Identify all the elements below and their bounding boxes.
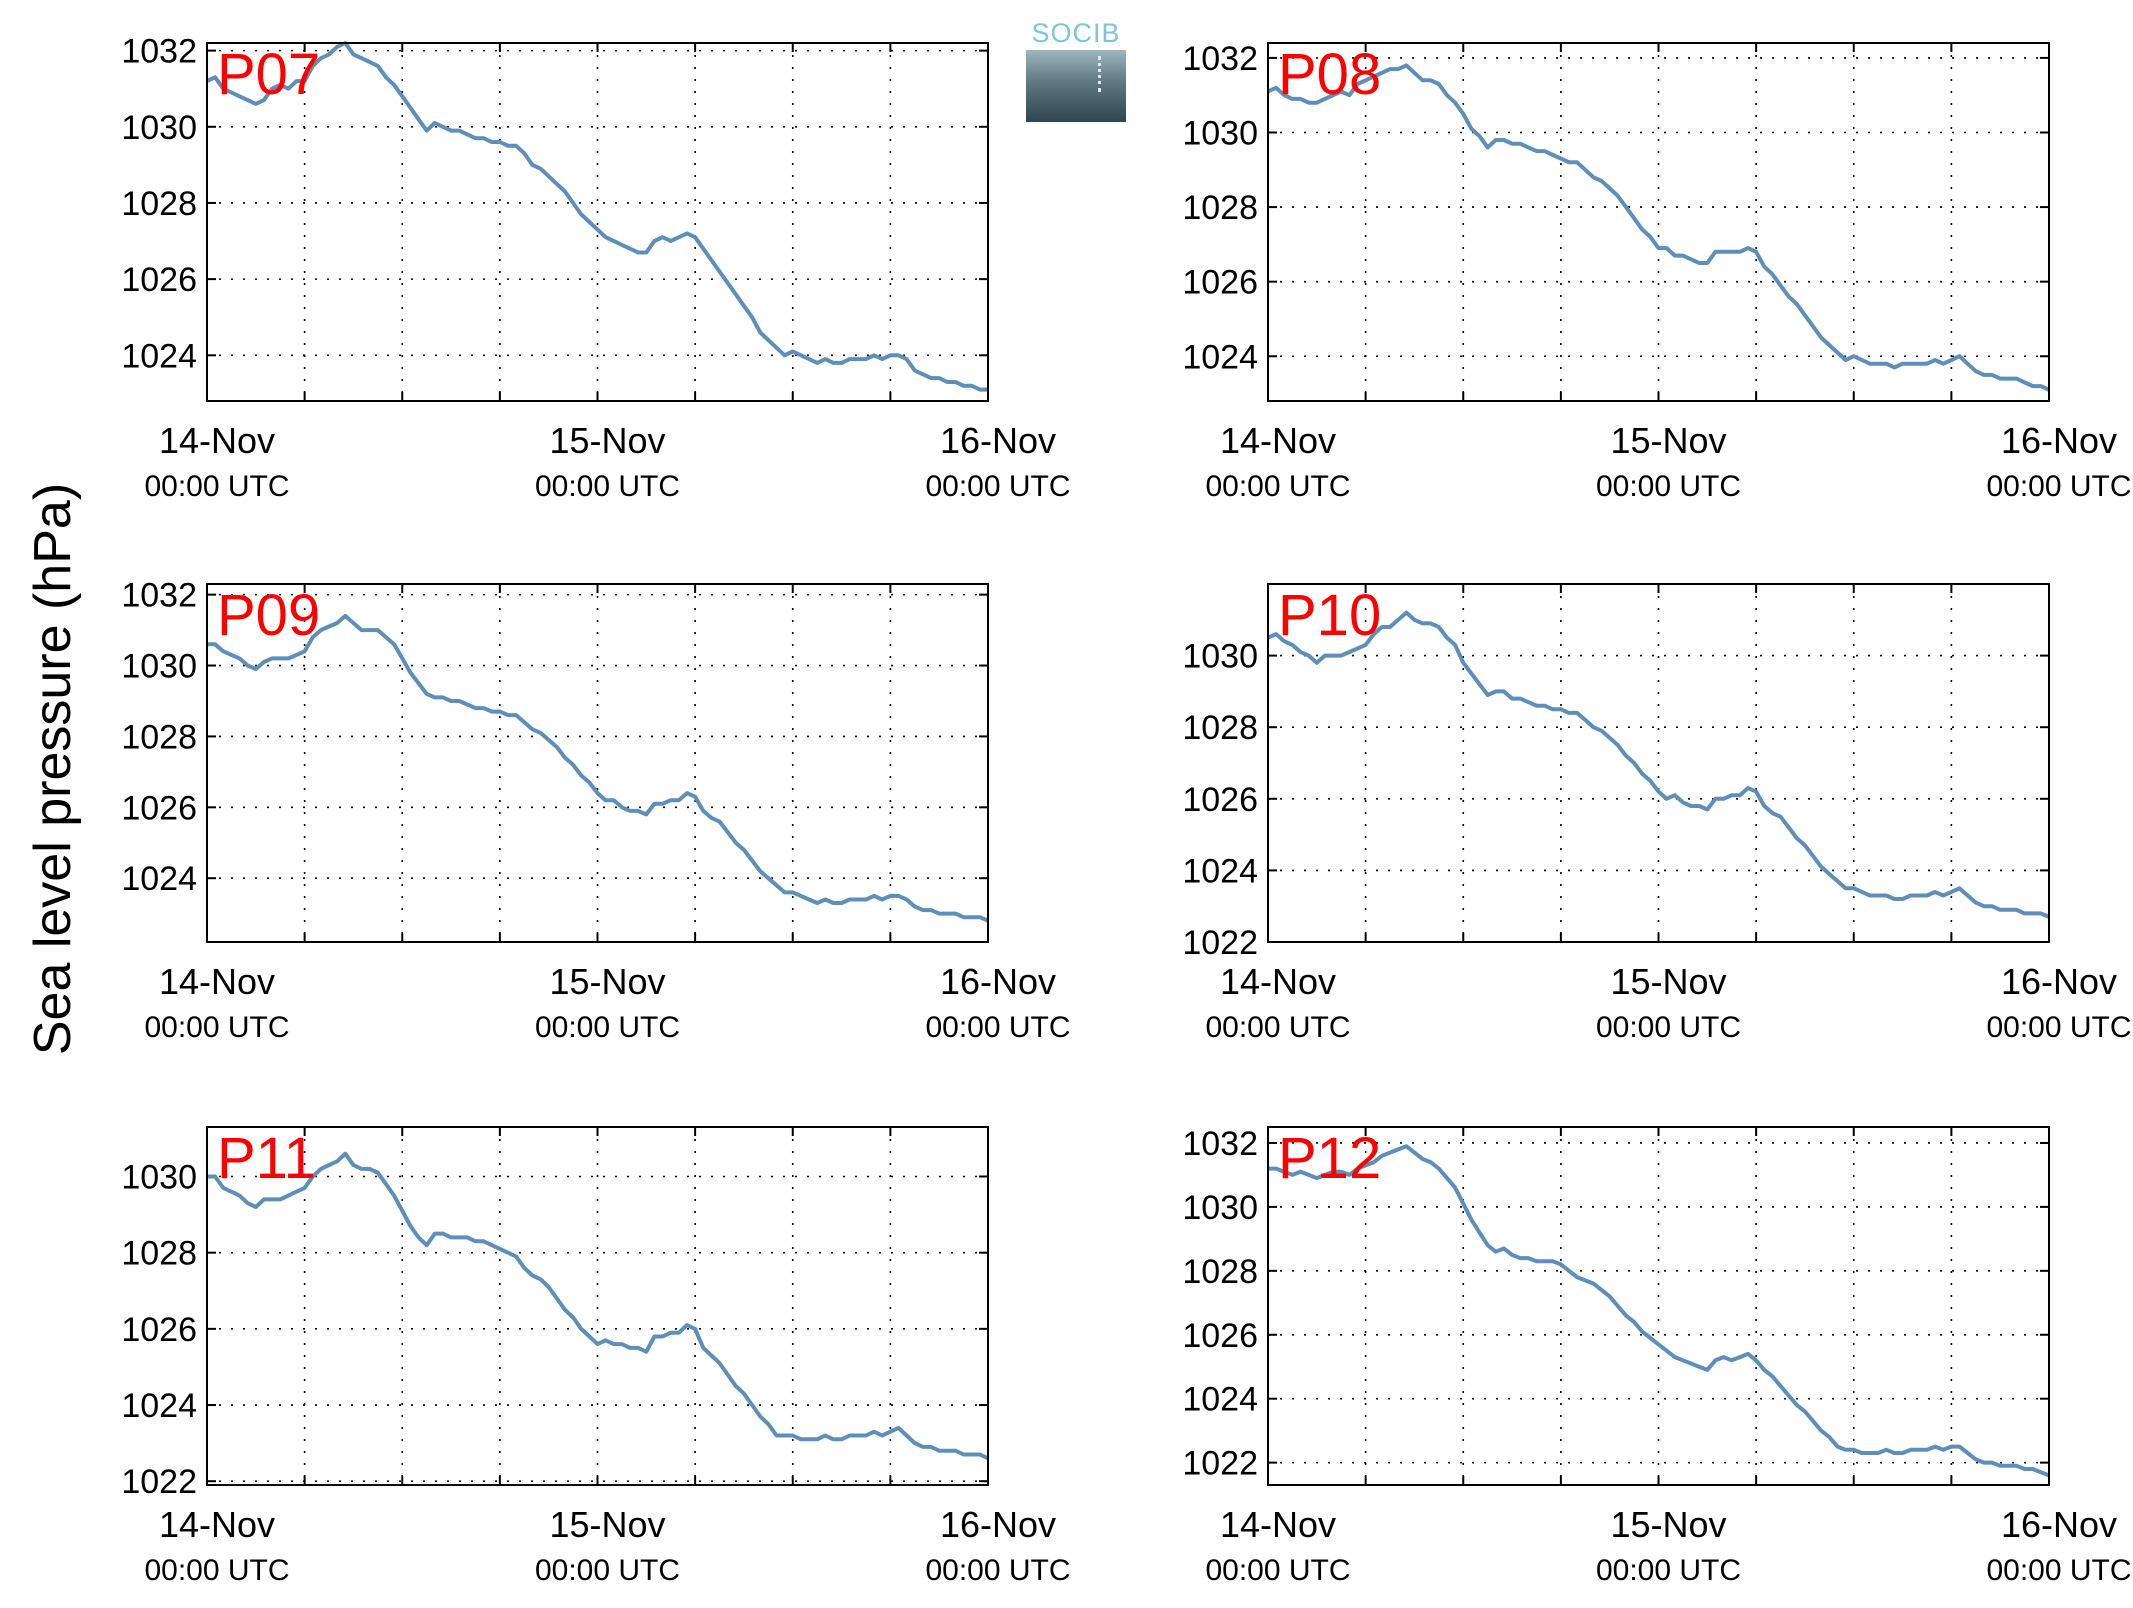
- y-tick-label: 1024: [121, 1387, 197, 1425]
- x-tick-label-time: 00:00 UTC: [925, 1011, 1070, 1044]
- socib-logo-graphic: [1026, 50, 1126, 122]
- y-tick-label: 1026: [121, 261, 197, 299]
- y-tick-label: 1024: [1182, 1381, 1258, 1419]
- y-tick-label: 1024: [1182, 852, 1258, 890]
- y-tick-label: 1022: [1182, 1445, 1258, 1483]
- y-tick-label: 1028: [121, 185, 197, 223]
- panel-p11: 1022 1024 1026 1028 1030 14-Nov 00:00 UTC 15-No…: [121, 1126, 1071, 1587]
- series-line-p10: [1267, 610, 2050, 919]
- y-tick-label: 1028: [121, 1235, 197, 1273]
- x-tick-label-time: 00:00 UTC: [144, 470, 289, 503]
- y-tick-label: 1032: [121, 33, 197, 71]
- x-tick-label-time: 00:00 UTC: [144, 1554, 289, 1587]
- x-tick-label-time: 00:00 UTC: [1986, 1554, 2131, 1587]
- y-tick-label: 1026: [1182, 1317, 1258, 1355]
- y-tick-label: 1026: [121, 1311, 197, 1349]
- x-tick-label-date: 14-Nov: [159, 420, 275, 461]
- panel-p08: 1024 1026 1028 1030 1032 14-Nov 00:00 UTC 15-No…: [1182, 40, 2131, 503]
- x-tick-label-time: 00:00 UTC: [1596, 1011, 1741, 1044]
- x-tick-label-date: 14-Nov: [159, 1504, 275, 1545]
- y-tick-label: 1022: [121, 1463, 197, 1501]
- panel-p07: 1024 1026 1028 1030 1032 14-Nov 00:00 UTC 15-No…: [121, 33, 1070, 503]
- series-line-p09: [207, 613, 989, 923]
- x-tick-label-date: 16-Nov: [940, 1504, 1056, 1545]
- socib-logo: SOCIB: [1026, 18, 1126, 122]
- x-tick-label-date: 14-Nov: [1220, 420, 1336, 461]
- y-tick-label: 1032: [1182, 1125, 1258, 1163]
- x-tick-label-date: 16-Nov: [2001, 420, 2117, 461]
- x-tick-label-date: 16-Nov: [940, 420, 1056, 461]
- y-tick-label: 1030: [121, 1159, 197, 1197]
- axes-frame: [1267, 42, 2050, 402]
- axes-frame: [206, 583, 989, 943]
- x-tick-label-time: 00:00 UTC: [535, 1011, 680, 1044]
- axes-frame: [206, 42, 989, 402]
- x-tick-label-date: 15-Nov: [1610, 1504, 1726, 1545]
- series-line-p11: [207, 1151, 989, 1461]
- x-tick-label-date: 14-Nov: [1220, 1504, 1336, 1545]
- x-tick-label-time: 00:00 UTC: [925, 470, 1070, 503]
- y-tick-label: 1030: [121, 109, 197, 147]
- panel-label: P08: [1278, 42, 1381, 107]
- y-tick-label: 1030: [1182, 1189, 1258, 1227]
- y-tick-label: 1024: [121, 860, 197, 898]
- x-tick-label-time: 00:00 UTC: [144, 1011, 289, 1044]
- y-tick-label: 1026: [1182, 781, 1258, 819]
- x-tick-label-date: 16-Nov: [940, 961, 1056, 1002]
- panel-p12: 1022 1024 1026 1028 1030 1032 14-Nov 00:00 UTC 1…: [1182, 1125, 2131, 1587]
- socib-logo-text: SOCIB: [1031, 18, 1121, 48]
- x-tick-label-time: 00:00 UTC: [1986, 1011, 2131, 1044]
- series-line-p12: [1268, 1144, 2050, 1478]
- axes-frame: [206, 1126, 989, 1486]
- series-line-p07: [206, 41, 988, 392]
- x-tick-label-time: 00:00 UTC: [925, 1554, 1070, 1587]
- y-tick-label: 1028: [1182, 189, 1258, 227]
- y-tick-label: 1026: [1182, 264, 1258, 302]
- x-tick-label-date: 14-Nov: [1220, 961, 1336, 1002]
- y-tick-label: 1024: [121, 337, 197, 375]
- y-tick-label: 1024: [1182, 338, 1258, 376]
- series-line-p08: [1267, 63, 2050, 392]
- panel-label: P09: [217, 583, 320, 648]
- y-axis-label: Sea level pressure (hPa): [24, 483, 82, 1055]
- panel-label: P12: [1278, 1126, 1381, 1191]
- axes-frame: [1267, 583, 2050, 943]
- x-tick-label-time: 00:00 UTC: [1205, 470, 1350, 503]
- x-tick-label-time: 00:00 UTC: [1205, 1011, 1350, 1044]
- x-tick-label-time: 00:00 UTC: [1596, 470, 1741, 503]
- x-tick-label-time: 00:00 UTC: [1986, 470, 2131, 503]
- x-tick-label-date: 14-Nov: [159, 961, 275, 1002]
- x-tick-label-time: 00:00 UTC: [535, 470, 680, 503]
- y-tick-label: 1028: [1182, 1253, 1258, 1291]
- panel-p09: 1024 1026 1028 1030 1032 14-Nov 00:00 UTC 15-No…: [121, 577, 1070, 1044]
- panel-label: P10: [1278, 583, 1381, 648]
- x-tick-label-date: 15-Nov: [549, 961, 665, 1002]
- y-tick-label: 1030: [1182, 638, 1258, 676]
- panel-p10: 1022 1024 1026 1028 1030 14-Nov 00:00 UTC 15-No…: [1182, 583, 2132, 1044]
- x-tick-label-date: 16-Nov: [2001, 961, 2117, 1002]
- x-tick-label-date: 15-Nov: [549, 420, 665, 461]
- y-tick-label: 1030: [1182, 115, 1258, 153]
- x-tick-label-date: 16-Nov: [2001, 1504, 2117, 1545]
- y-tick-label: 1026: [121, 789, 197, 827]
- panel-label: P11: [217, 1126, 316, 1191]
- y-tick-label: 1030: [121, 648, 197, 686]
- axes-frame: [1267, 1126, 2050, 1486]
- x-tick-label-time: 00:00 UTC: [1596, 1554, 1741, 1587]
- x-tick-label-time: 00:00 UTC: [1205, 1554, 1350, 1587]
- panel-label: P07: [217, 42, 320, 107]
- y-tick-label: 1028: [1182, 709, 1258, 747]
- x-tick-label-time: 00:00 UTC: [535, 1554, 680, 1587]
- y-tick-label: 1028: [121, 718, 197, 756]
- y-tick-label: 1022: [1182, 924, 1258, 962]
- x-tick-label-date: 15-Nov: [1610, 420, 1726, 461]
- y-tick-label: 1032: [1182, 40, 1258, 78]
- x-tick-label-date: 15-Nov: [1610, 961, 1726, 1002]
- y-tick-label: 1032: [121, 577, 197, 615]
- x-tick-label-date: 15-Nov: [549, 1504, 665, 1545]
